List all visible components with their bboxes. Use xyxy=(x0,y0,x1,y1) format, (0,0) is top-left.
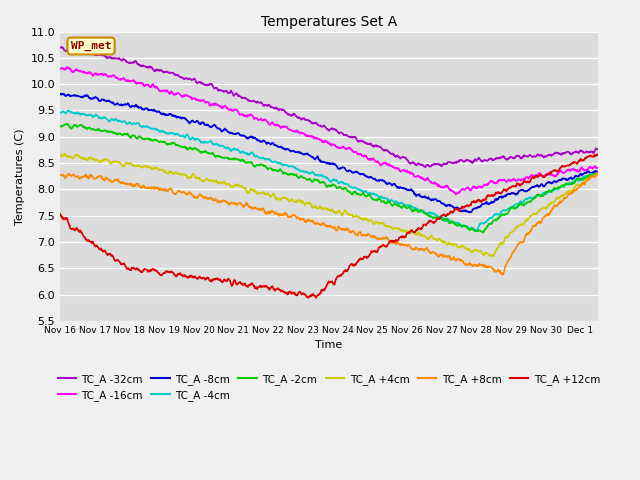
TC_A -4cm xyxy=(120,119,128,124)
TC_A -16cm xyxy=(56,66,64,72)
Line: TC_A -4cm: TC_A -4cm xyxy=(60,110,598,231)
TC_A -2cm xyxy=(120,131,128,137)
TC_A -8cm xyxy=(59,91,67,96)
TC_A -2cm xyxy=(362,193,370,199)
TC_A +8cm xyxy=(56,172,64,178)
TC_A -8cm xyxy=(296,149,303,155)
TC_A -32cm xyxy=(58,44,65,50)
TC_A -16cm xyxy=(63,64,70,70)
TC_A +8cm xyxy=(120,180,127,186)
TC_A +4cm xyxy=(285,197,292,203)
TC_A -8cm xyxy=(120,102,128,108)
TC_A +8cm xyxy=(305,217,313,223)
Line: TC_A -8cm: TC_A -8cm xyxy=(60,94,598,213)
TC_A -2cm xyxy=(285,172,292,178)
TC_A +12cm xyxy=(362,253,370,259)
Y-axis label: Temperatures (C): Temperatures (C) xyxy=(15,128,25,225)
TC_A -4cm xyxy=(64,108,72,113)
TC_A +4cm xyxy=(362,216,370,222)
TC_A -16cm xyxy=(98,71,106,77)
TC_A -32cm xyxy=(422,164,429,170)
TC_A -2cm xyxy=(98,128,106,134)
TC_A +8cm xyxy=(98,174,106,180)
TC_A +12cm xyxy=(305,295,313,300)
Line: TC_A -32cm: TC_A -32cm xyxy=(60,47,598,167)
TC_A -32cm xyxy=(98,51,106,57)
TC_A +4cm xyxy=(305,200,313,205)
TC_A -4cm xyxy=(362,189,370,194)
TC_A -16cm xyxy=(296,130,303,136)
Line: TC_A +8cm: TC_A +8cm xyxy=(60,173,598,275)
TC_A +12cm xyxy=(56,211,64,216)
TC_A +4cm xyxy=(296,198,303,204)
TC_A -8cm xyxy=(305,152,313,158)
TC_A +12cm xyxy=(593,151,600,157)
TC_A -4cm xyxy=(594,171,602,177)
TC_A -4cm xyxy=(305,170,313,176)
TC_A -2cm xyxy=(479,230,487,236)
TC_A -4cm xyxy=(472,228,480,234)
TC_A +12cm xyxy=(312,295,320,300)
TC_A -16cm xyxy=(305,133,313,139)
TC_A +12cm xyxy=(98,247,106,253)
Line: TC_A -2cm: TC_A -2cm xyxy=(60,124,598,233)
Line: TC_A +4cm: TC_A +4cm xyxy=(60,154,598,256)
TC_A +4cm xyxy=(490,253,497,259)
TC_A -4cm xyxy=(98,116,106,121)
TC_A +4cm xyxy=(594,171,602,177)
TC_A +8cm xyxy=(296,216,303,221)
TC_A -16cm xyxy=(452,192,460,197)
TC_A +4cm xyxy=(120,164,128,169)
TC_A -8cm xyxy=(56,91,64,97)
TC_A -8cm xyxy=(285,146,292,152)
TC_A +12cm xyxy=(296,289,303,295)
TC_A -8cm xyxy=(362,173,370,179)
TC_A -2cm xyxy=(56,123,64,129)
TC_A -2cm xyxy=(594,170,602,176)
Text: WP_met: WP_met xyxy=(71,41,111,51)
TC_A +8cm xyxy=(362,232,370,238)
TC_A -8cm xyxy=(594,168,602,174)
TC_A +4cm xyxy=(98,157,106,163)
TC_A +8cm xyxy=(594,170,602,176)
TC_A +8cm xyxy=(284,214,292,220)
TC_A +12cm xyxy=(594,152,602,157)
X-axis label: Time: Time xyxy=(315,340,342,350)
TC_A -32cm xyxy=(305,118,313,124)
TC_A -4cm xyxy=(56,110,64,116)
TC_A -4cm xyxy=(296,167,303,173)
TC_A -32cm xyxy=(296,115,303,121)
TC_A +12cm xyxy=(120,261,127,267)
TC_A -8cm xyxy=(98,97,106,103)
TC_A +4cm xyxy=(61,151,69,156)
TC_A -16cm xyxy=(285,126,292,132)
TC_A +12cm xyxy=(284,291,292,297)
TC_A -16cm xyxy=(362,153,370,159)
TC_A -16cm xyxy=(120,75,128,81)
Legend: TC_A -32cm, TC_A -16cm, TC_A -8cm, TC_A -4cm, TC_A -2cm, TC_A +4cm, TC_A +8cm, T: TC_A -32cm, TC_A -16cm, TC_A -8cm, TC_A … xyxy=(53,370,604,405)
TC_A -32cm xyxy=(594,146,602,152)
Line: TC_A +12cm: TC_A +12cm xyxy=(60,154,598,298)
TC_A -2cm xyxy=(305,176,313,182)
TC_A +8cm xyxy=(499,272,507,277)
TC_A -16cm xyxy=(594,165,602,170)
TC_A -32cm xyxy=(362,141,370,146)
Title: Temperatures Set A: Temperatures Set A xyxy=(260,15,397,29)
TC_A -8cm xyxy=(466,210,474,216)
TC_A -32cm xyxy=(120,56,128,62)
TC_A -4cm xyxy=(285,164,292,169)
TC_A +4cm xyxy=(56,151,64,157)
TC_A -32cm xyxy=(285,112,292,118)
TC_A -2cm xyxy=(296,174,303,180)
TC_A -32cm xyxy=(56,45,64,50)
Line: TC_A -16cm: TC_A -16cm xyxy=(60,67,598,194)
TC_A -2cm xyxy=(63,121,71,127)
